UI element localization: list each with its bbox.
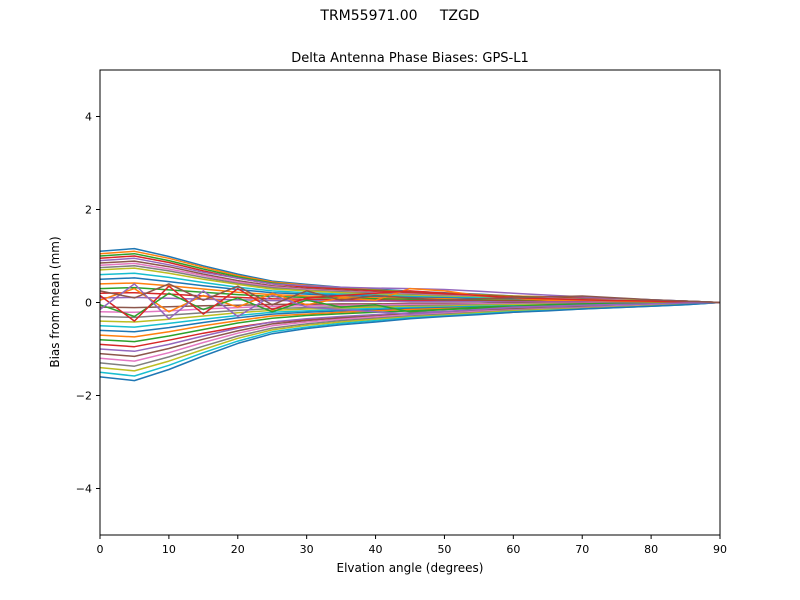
series-line-s33 (99, 292, 721, 318)
series-line-s35 (99, 283, 721, 320)
series-line-s36 (99, 283, 721, 306)
x-tick-label: 80 (644, 543, 658, 556)
x-tick-label: 70 (575, 543, 589, 556)
x-tick-label: 30 (300, 543, 314, 556)
y-tick-label: −4 (76, 483, 92, 496)
x-tick-label: 90 (713, 543, 727, 556)
y-tick-label: −2 (76, 390, 92, 403)
y-tick-label: 2 (85, 204, 92, 217)
y-axis-label: Bias from mean (mm) (48, 236, 62, 368)
x-tick-label: 40 (369, 543, 383, 556)
series-line-s15 (99, 296, 720, 304)
x-tick-label: 20 (231, 543, 245, 556)
x-tick-label: 60 (506, 543, 520, 556)
axes-title: Delta Antenna Phase Biases: GPS-L1 (291, 51, 529, 66)
x-tick-label: 50 (437, 543, 451, 556)
series-line-s34 (99, 285, 721, 322)
y-tick-label: 0 (85, 297, 92, 310)
y-tick-label: 4 (85, 111, 92, 124)
x-axis-label: Elvation angle (degrees) (336, 561, 484, 575)
series-line-s31 (99, 301, 721, 382)
x-tick-label: 10 (162, 543, 176, 556)
x-tick-label: 0 (97, 543, 104, 556)
figure-suptitle: TRM55971.00 TZGD (320, 8, 480, 24)
